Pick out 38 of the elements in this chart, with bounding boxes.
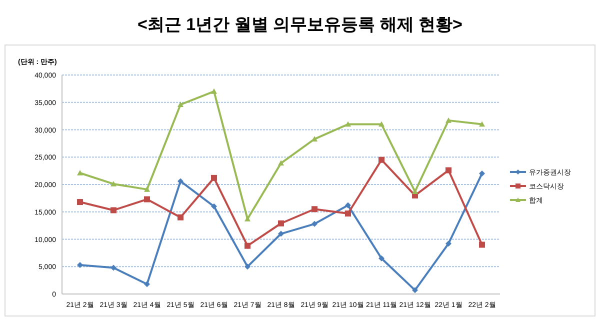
point xyxy=(211,174,217,181)
point xyxy=(77,199,83,206)
point xyxy=(144,281,150,288)
point xyxy=(244,264,250,270)
point xyxy=(244,242,250,249)
point xyxy=(345,210,351,217)
point xyxy=(479,242,485,248)
point xyxy=(77,262,83,268)
point xyxy=(378,121,384,127)
point xyxy=(178,178,184,184)
point xyxy=(211,88,217,94)
point xyxy=(110,207,116,214)
point xyxy=(479,170,485,177)
point xyxy=(110,180,116,186)
point xyxy=(312,220,318,227)
point xyxy=(278,160,284,166)
point xyxy=(144,186,150,192)
point xyxy=(312,206,318,212)
point xyxy=(178,214,184,220)
point xyxy=(412,188,418,194)
point xyxy=(278,230,284,237)
point xyxy=(110,264,116,271)
point xyxy=(378,156,384,163)
point xyxy=(178,102,184,107)
point xyxy=(278,220,284,226)
point xyxy=(446,240,452,247)
chart-title: <최근 1년간 월별 의무보유등록 해제 현황> xyxy=(138,15,463,34)
point xyxy=(446,167,452,174)
point xyxy=(378,255,384,262)
point xyxy=(144,196,150,202)
point xyxy=(244,216,250,222)
point xyxy=(412,287,418,294)
point xyxy=(345,121,351,127)
point xyxy=(77,170,83,176)
point xyxy=(479,121,485,127)
point xyxy=(446,117,452,123)
point xyxy=(211,203,217,210)
point xyxy=(345,202,351,208)
